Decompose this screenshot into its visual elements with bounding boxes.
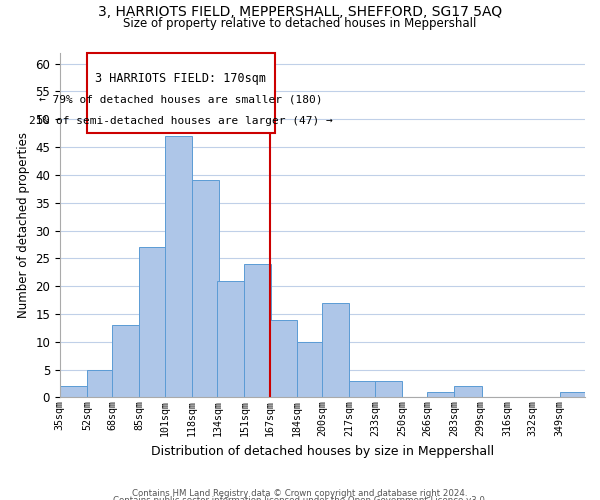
Text: 21% of semi-detached houses are larger (47) →: 21% of semi-detached houses are larger (…	[29, 116, 332, 126]
Bar	[192, 180, 219, 398]
Text: Contains public sector information licensed under the Open Government Licence v3: Contains public sector information licen…	[113, 496, 487, 500]
Bar	[165, 136, 192, 398]
Bar	[454, 386, 482, 398]
Text: 3, HARRIOTS FIELD, MEPPERSHALL, SHEFFORD, SG17 5AQ: 3, HARRIOTS FIELD, MEPPERSHALL, SHEFFORD…	[98, 5, 502, 19]
Bar	[60, 386, 87, 398]
Text: 3 HARRIOTS FIELD: 170sqm: 3 HARRIOTS FIELD: 170sqm	[95, 72, 266, 85]
Bar	[297, 342, 324, 398]
Bar	[87, 370, 114, 398]
Bar	[427, 392, 454, 398]
Text: Size of property relative to detached houses in Meppershall: Size of property relative to detached ho…	[124, 18, 476, 30]
Bar	[349, 380, 377, 398]
Bar	[375, 380, 402, 398]
Text: Contains HM Land Registry data © Crown copyright and database right 2024.: Contains HM Land Registry data © Crown c…	[132, 489, 468, 498]
Bar	[217, 280, 244, 398]
Bar	[112, 325, 139, 398]
Bar	[322, 303, 349, 398]
Bar	[560, 392, 587, 398]
X-axis label: Distribution of detached houses by size in Meppershall: Distribution of detached houses by size …	[151, 444, 494, 458]
FancyBboxPatch shape	[87, 52, 275, 133]
Text: ← 79% of detached houses are smaller (180): ← 79% of detached houses are smaller (18…	[39, 94, 322, 104]
Bar	[270, 320, 297, 398]
Bar	[244, 264, 271, 398]
Bar	[139, 247, 166, 398]
Y-axis label: Number of detached properties: Number of detached properties	[17, 132, 29, 318]
